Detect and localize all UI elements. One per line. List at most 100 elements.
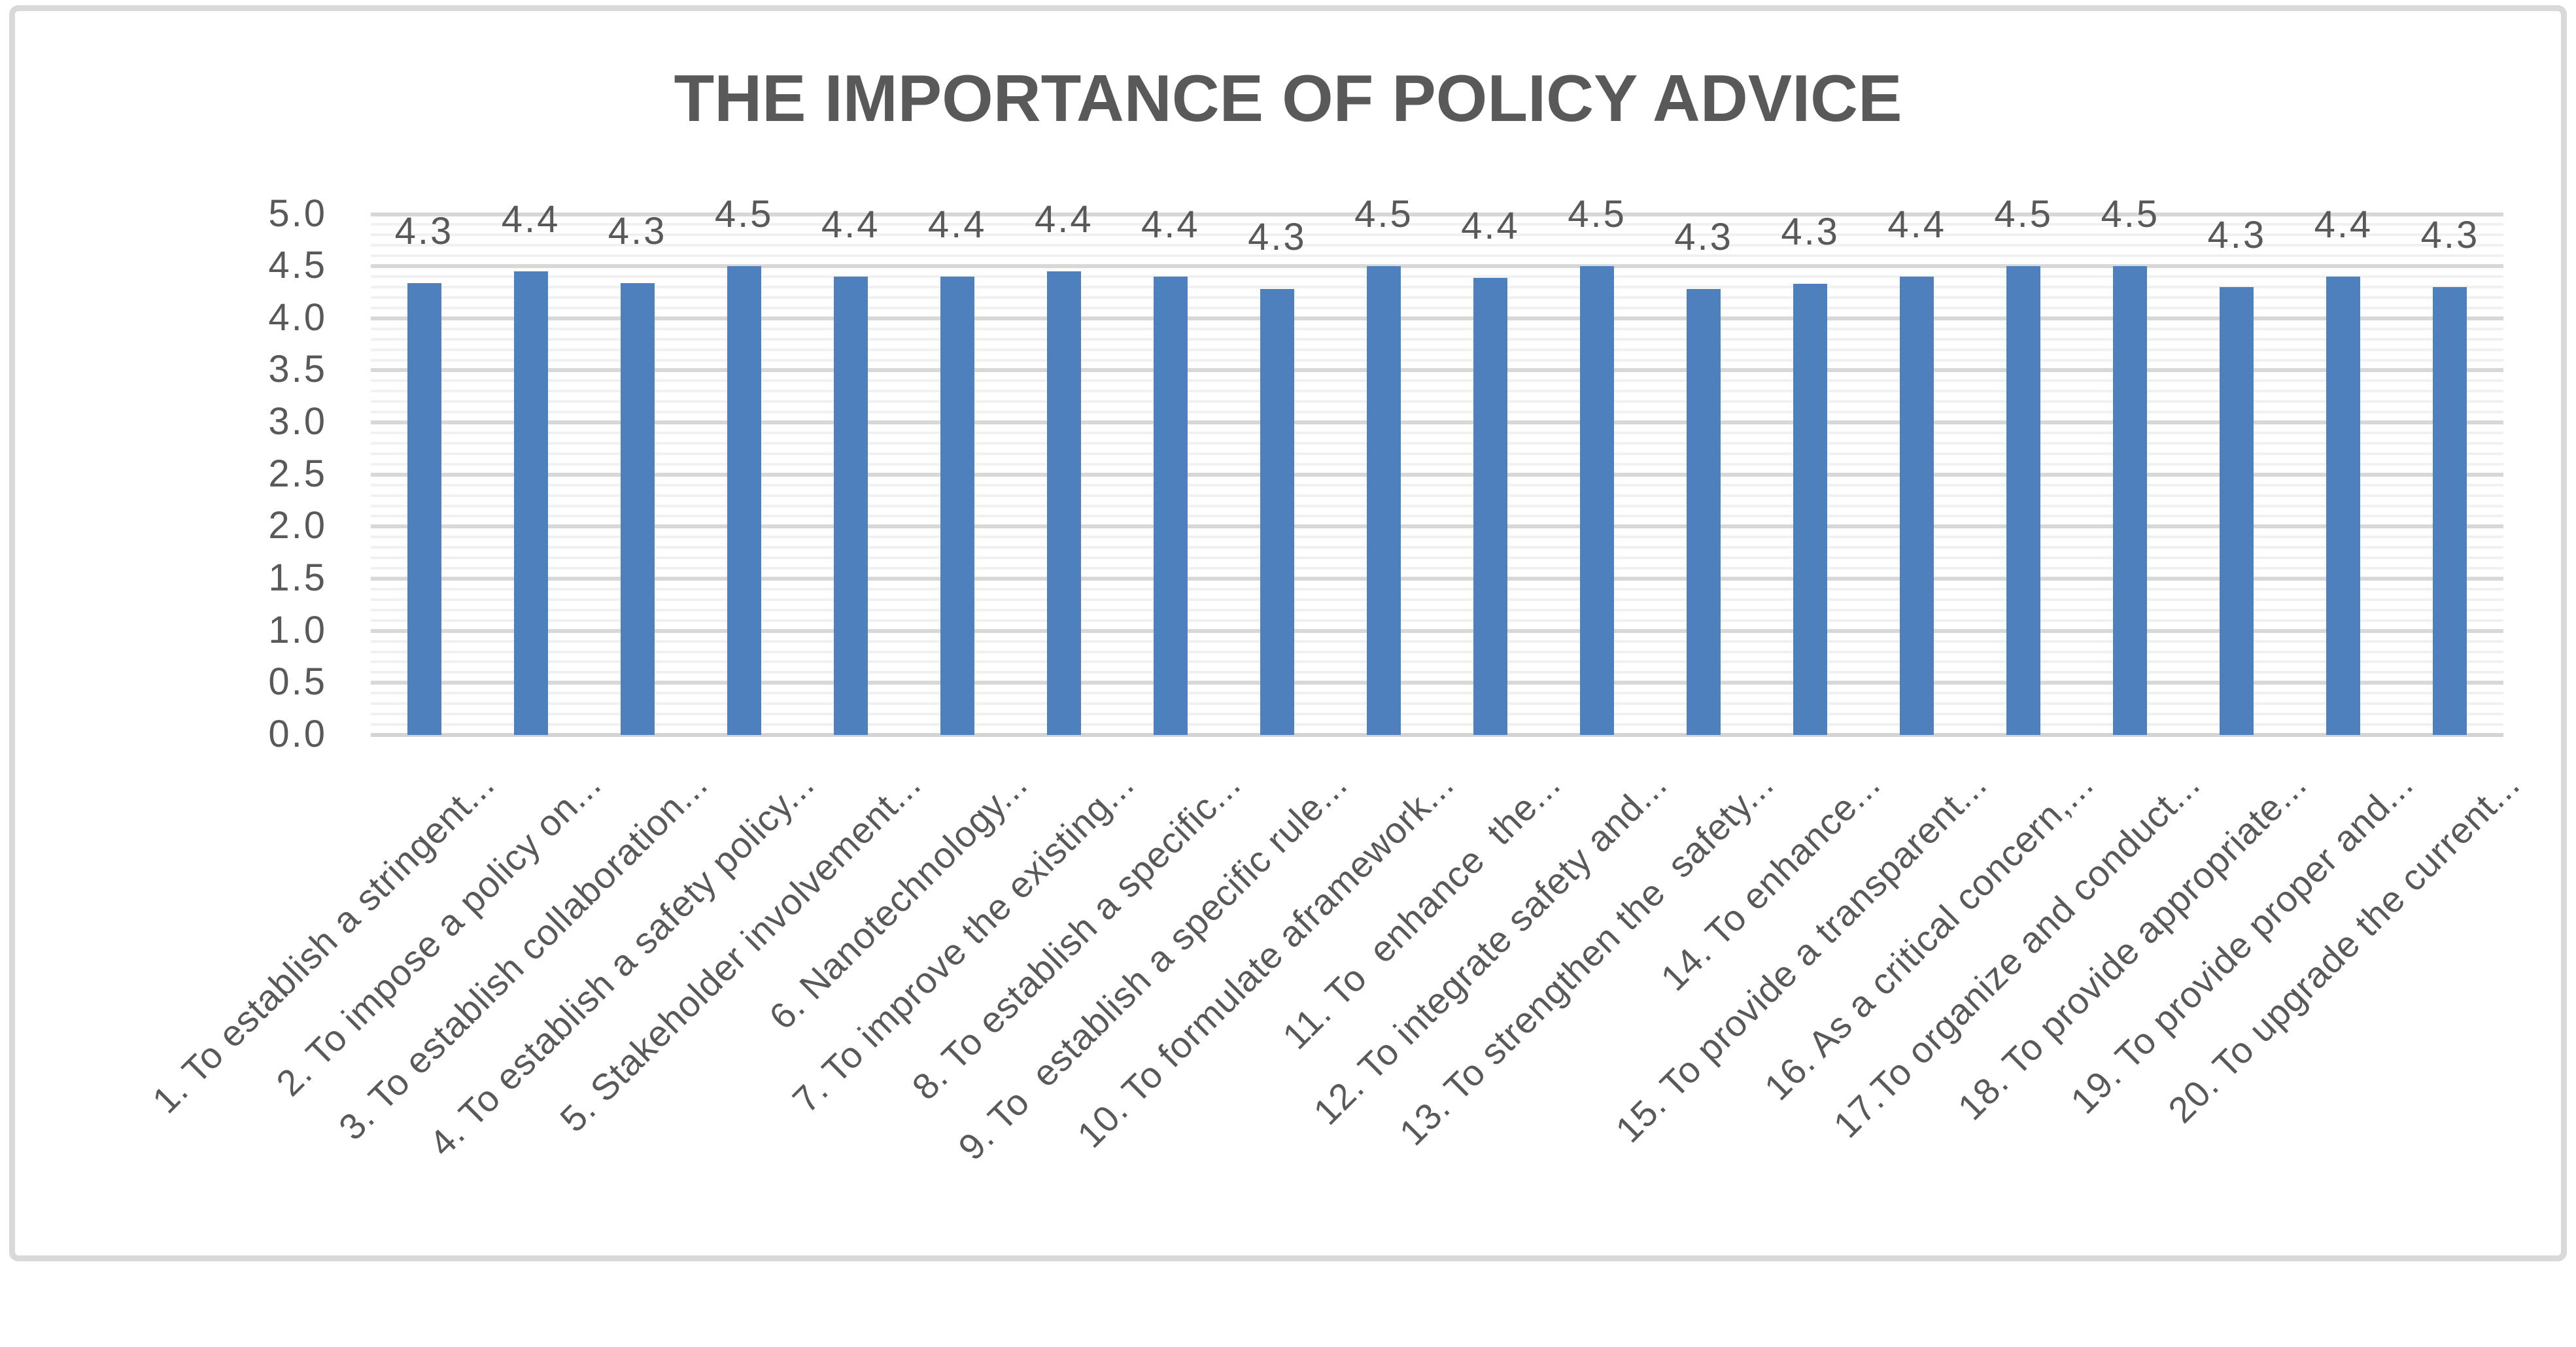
minor-gridline [371,462,2503,466]
minor-gridline [371,619,2503,622]
y-axis-tick-label: 4.0 [268,296,327,339]
bar [513,271,548,735]
bar-value-label: 4.3 [1674,216,1733,259]
bar [2326,277,2361,735]
minor-gridline [371,358,2503,362]
minor-gridline [371,411,2503,414]
major-gridline [371,368,2503,373]
minor-gridline [371,348,2503,351]
bar [833,277,868,735]
bar [620,282,655,735]
minor-gridline [371,244,2503,247]
bar [2220,287,2254,735]
minor-gridline [371,587,2503,590]
minor-gridline [371,567,2503,570]
minor-gridline [371,432,2503,435]
minor-gridline [371,390,2503,393]
bar [407,282,441,735]
minor-gridline [371,337,2503,341]
bar-value-label: 4.4 [1461,204,1520,247]
minor-gridline [371,494,2503,497]
bar-value-label: 4.4 [501,198,560,241]
minor-gridline [371,504,2503,507]
minor-gridline [371,713,2503,716]
bar-value-label: 4.5 [1994,193,2053,236]
major-gridline [371,577,2503,581]
minor-gridline [371,223,2503,226]
plot-area [371,211,2503,737]
bar [1687,289,1721,735]
y-axis-tick-label: 2.0 [268,504,327,547]
y-axis-tick-label: 0.5 [268,660,327,704]
minor-gridline [371,546,2503,549]
major-gridline [371,472,2503,477]
y-axis-tick-label: 3.5 [268,348,327,391]
bar-value-label: 4.5 [1354,193,1413,236]
y-axis-tick-label: 4.5 [268,244,327,287]
minor-gridline [371,254,2503,258]
minor-gridline [371,306,2503,309]
y-axis-tick-label: 1.5 [268,556,327,600]
minor-gridline [371,296,2503,299]
major-gridline [371,420,2503,425]
bar [2113,266,2148,735]
x-axis-line [371,733,2503,737]
bar-value-label: 4.4 [1034,198,1093,241]
minor-gridline [371,598,2503,601]
minor-gridline [371,556,2503,560]
minor-gridline [371,327,2503,330]
bar-value-label: 4.3 [2207,214,2267,256]
bar [1793,284,1828,735]
minor-gridline [371,660,2503,664]
bar-value-label: 4.3 [1781,211,1840,254]
minor-gridline [371,379,2503,383]
bar [727,266,761,735]
bar-value-label: 4.5 [714,193,774,236]
bar-value-label: 4.4 [1141,203,1200,247]
y-axis-tick-label: 5.0 [268,192,327,235]
minor-gridline [371,515,2503,518]
y-axis-tick-label: 2.5 [268,452,327,495]
bar [1366,266,1401,735]
y-axis-tick-label: 3.0 [268,400,327,443]
minor-gridline [371,452,2503,455]
minor-gridline [371,483,2503,486]
minor-gridline [371,608,2503,611]
bar-value-label: 4.3 [1248,216,1307,259]
minor-gridline [371,650,2503,653]
y-axis-tick-label: 1.0 [268,608,327,651]
bar-value-label: 4.4 [2314,203,2373,247]
bar [1900,277,1934,735]
major-gridline [371,681,2503,685]
bar [1260,289,1294,735]
bar-value-label: 4.5 [2101,193,2160,236]
major-gridline [371,212,2503,216]
bar-value-label: 4.3 [2420,214,2480,256]
minor-gridline [371,671,2503,674]
minor-gridline [371,639,2503,643]
minor-gridline [371,536,2503,539]
minor-gridline [371,400,2503,403]
bar [1473,277,1507,735]
bar [1580,266,1615,735]
chart-title: THE IMPORTANCE OF POLICY ADVICE [674,62,1902,135]
major-gridline [371,264,2503,269]
major-gridline [371,316,2503,320]
bar [940,277,974,735]
bar-value-label: 4.4 [927,203,987,247]
bar-value-label: 4.4 [821,203,880,247]
minor-gridline [371,723,2503,726]
minor-gridline [371,286,2503,288]
minor-gridline [371,692,2503,695]
bar-value-label: 4.5 [1568,193,1626,236]
minor-gridline [371,441,2503,445]
bar-value-label: 4.4 [1887,203,1946,247]
minor-gridline [371,233,2503,237]
bar [1153,277,1188,735]
bar [1046,271,1081,735]
bar [2433,287,2467,735]
chart: THE IMPORTANCE OF POLICY ADVICE 0.0 0.5 1.… [9,5,2567,1261]
bar-value-label: 4.3 [608,209,667,252]
bar-value-label: 4.3 [394,209,454,252]
major-gridline [371,628,2503,633]
